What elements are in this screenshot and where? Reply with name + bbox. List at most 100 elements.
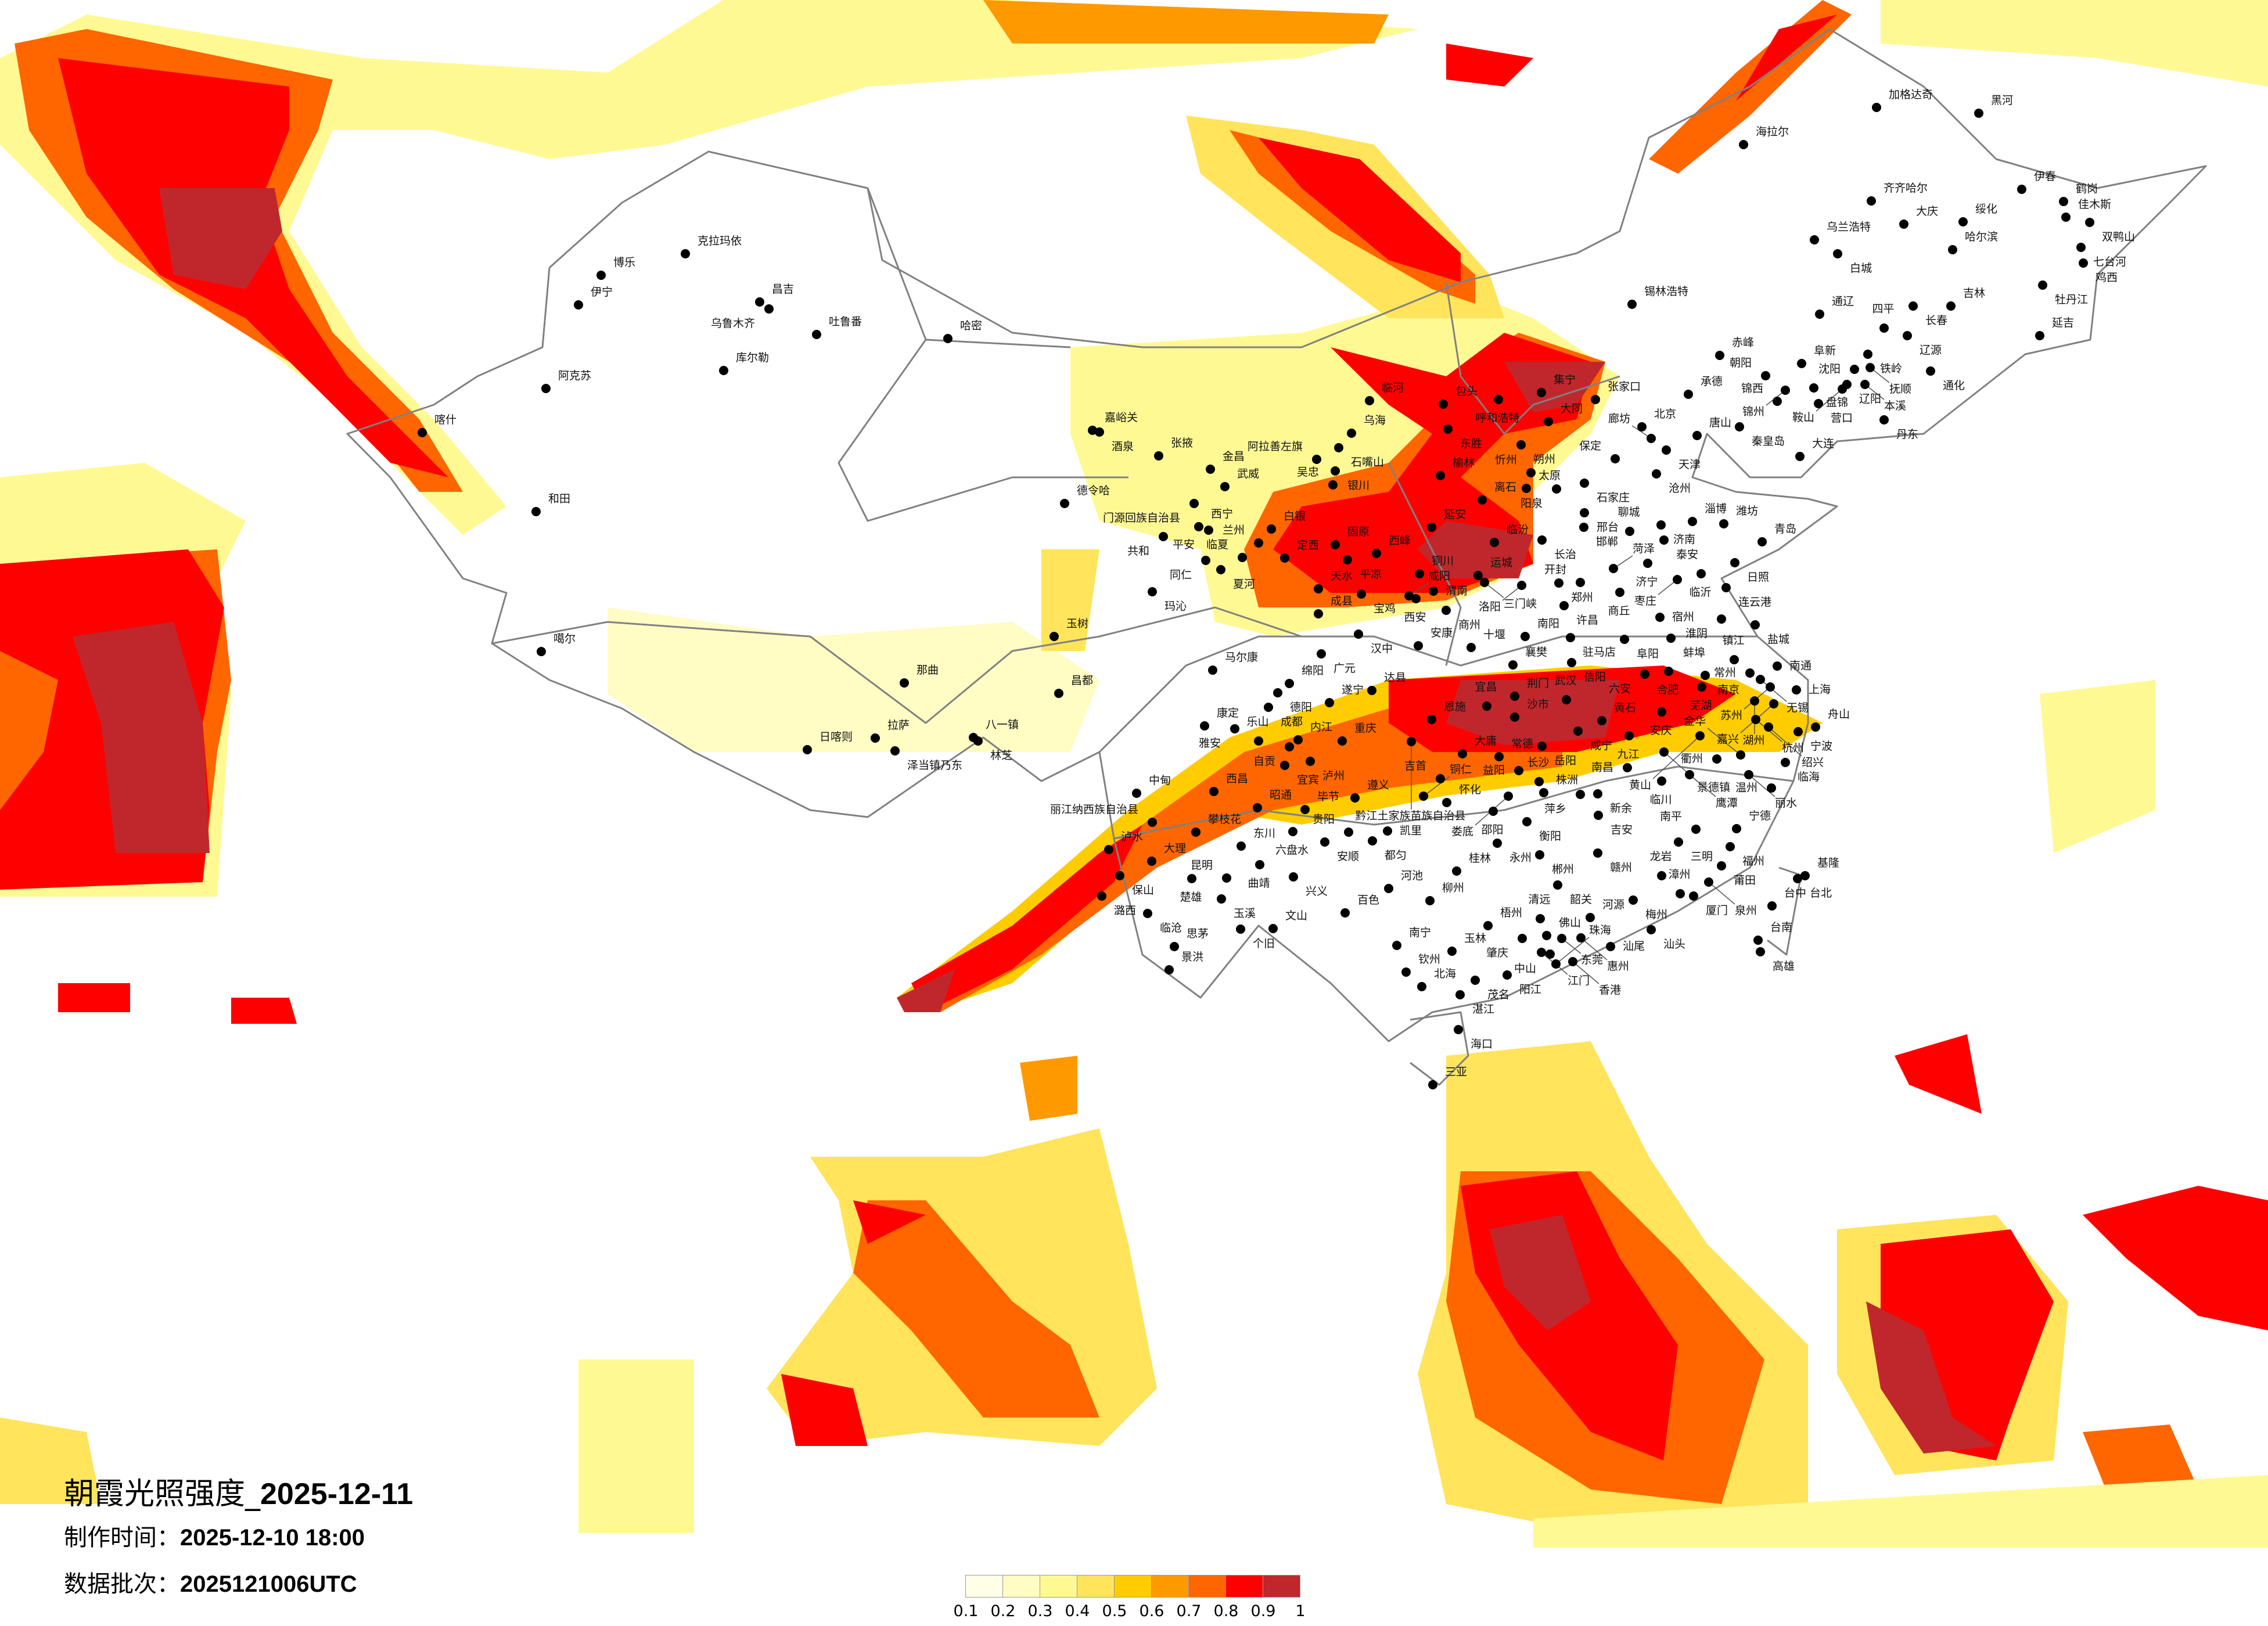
city-dot [1567, 658, 1576, 667]
city-dot [1773, 397, 1782, 406]
city-marker: 西昌 [1209, 772, 1248, 796]
city-label: 玉树 [1066, 617, 1088, 630]
city-dot [1189, 499, 1199, 508]
city-label: 济南 [1673, 533, 1695, 546]
data-batch-label: 数据批次： [64, 1571, 180, 1598]
city-label: 西安 [1404, 611, 1426, 624]
city-dot [1288, 827, 1297, 836]
city-label: 东川 [1253, 827, 1275, 840]
city-label: 枣庄 [1634, 595, 1656, 607]
city-marker: 东胜 [1443, 425, 1482, 450]
city-label: 鸡西 [2096, 271, 2118, 284]
city-marker: 鞍山 [1792, 384, 1847, 424]
city-marker: 那曲 [900, 664, 939, 688]
city-label: 吉首 [1404, 760, 1426, 772]
city-marker: 太原 [1522, 469, 1561, 493]
city-marker: 廊坊 [1608, 412, 1656, 443]
city-marker: 哈密 [943, 319, 982, 343]
city-dot [1522, 817, 1532, 826]
city-marker: 韶关 [1553, 880, 1592, 906]
city-marker: 上海 [1792, 684, 1831, 696]
city-marker: 九江 [1618, 731, 1640, 761]
legend-box-4 [1077, 1575, 1115, 1598]
city-label: 清远 [1529, 893, 1551, 906]
city-marker: 吉林 [1946, 287, 1985, 311]
city-marker: 定西 [1280, 539, 1319, 563]
legend-color-boxes [965, 1575, 1300, 1598]
city-marker: 天津 [1662, 445, 1701, 471]
city-label: 玛沁 [1164, 600, 1187, 613]
city-label: 石家庄 [1597, 491, 1630, 504]
city-marker: 成县 [1314, 595, 1353, 618]
city-marker: 泉州 [1704, 877, 1757, 917]
city-dot [1557, 934, 1566, 943]
city-dot [1237, 841, 1246, 851]
city-marker: 西安 [1404, 594, 1426, 624]
city-label: 南京 [1717, 684, 1739, 696]
city-label: 苏州 [1720, 709, 1742, 722]
city-marker: 淄博 [1688, 502, 1727, 526]
city-dot [1493, 839, 1502, 848]
legend-label: 0.1 [953, 1602, 979, 1620]
city-label: 阜阳 [1637, 647, 1659, 660]
city-marker: 西宁 [1194, 508, 1233, 531]
city-dot [1753, 936, 1763, 945]
city-label: 青岛 [1774, 523, 1796, 535]
city-dot [1781, 758, 1790, 767]
city-dot [1314, 584, 1323, 593]
city-label: 攀枝花 [1208, 813, 1241, 826]
city-dot [1357, 589, 1366, 599]
city-label: 无锡 [1787, 702, 1809, 714]
city-dot [1701, 671, 1710, 680]
city-dot [1306, 757, 1315, 766]
city-label: 通辽 [1832, 295, 1854, 308]
city-label: 成都 [1281, 715, 1303, 728]
city-marker: 莆田 [1717, 861, 1756, 887]
city-label: 运城 [1490, 556, 1512, 569]
city-leader-line [1689, 774, 1716, 797]
city-dot [1535, 850, 1544, 859]
city-label: 河池 [1401, 869, 1423, 882]
city-marker: 达县 [1367, 671, 1406, 695]
city-dot [1504, 792, 1513, 801]
city-label: 南通 [1789, 660, 1811, 672]
city-marker: 都匀 [1368, 836, 1407, 862]
city-dot [1637, 422, 1647, 431]
city-label: 香港 [1599, 984, 1621, 997]
city-dot [1338, 736, 1347, 746]
glow-intensity-area [1504, 362, 1605, 412]
glow-intensity-area [58, 983, 130, 1012]
city-label: 乌兰浩特 [1827, 221, 1871, 233]
city-label: 齐齐哈尔 [1884, 182, 1928, 195]
city-dot [1974, 109, 1983, 118]
city-marker: 十堰 [1467, 628, 1505, 652]
city-dot [1811, 722, 1820, 732]
city-label: 娄底 [1451, 825, 1473, 838]
city-dot [1756, 675, 1765, 684]
city-label: 唐山 [1709, 416, 1731, 429]
city-marker: 河源 [1586, 898, 1624, 922]
glow-intensity-area [911, 708, 1562, 1012]
city-label: 临夏 [1206, 538, 1228, 551]
city-marker: 离石 [1478, 481, 1516, 505]
city-dot [1254, 538, 1263, 548]
city-marker: 汉中 [1354, 629, 1393, 655]
city-label: 景德镇 [1697, 781, 1730, 794]
city-marker: 克拉玛依 [681, 235, 742, 258]
city-label: 西宁 [1211, 508, 1233, 520]
city-dot [1730, 558, 1739, 567]
city-label: 遂宁 [1342, 684, 1364, 696]
city-label: 新余 [1610, 802, 1632, 815]
city-marker: 锦西 [1741, 382, 1782, 406]
legend-label: 0.6 [1139, 1602, 1164, 1620]
city-label: 韶关 [1570, 893, 1592, 906]
city-marker: 承德 [1684, 375, 1723, 399]
city-label: 绍兴 [1802, 756, 1824, 769]
city-dot [1273, 688, 1282, 697]
legend-box-9 [1263, 1575, 1300, 1598]
city-marker: 沙市 [1510, 698, 1549, 722]
city-dot [1187, 874, 1196, 883]
city-label: 漳州 [1669, 868, 1691, 881]
city-label: 海拉尔 [1756, 125, 1789, 138]
